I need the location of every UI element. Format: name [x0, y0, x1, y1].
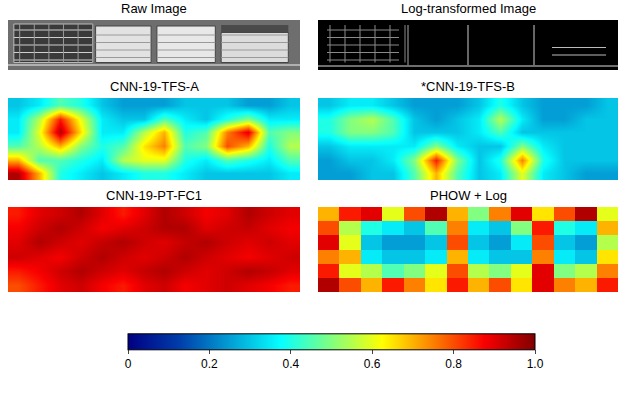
svg-text:0: 0 — [125, 357, 132, 371]
svg-text:0.8: 0.8 — [445, 357, 462, 371]
svg-text:CNN-19-TFS-A: CNN-19-TFS-A — [110, 79, 199, 94]
svg-text:CNN-19-PT-FC1: CNN-19-PT-FC1 — [106, 188, 202, 203]
svg-text:0.2: 0.2 — [201, 357, 218, 371]
svg-text:0.6: 0.6 — [364, 357, 381, 371]
svg-text:Log-transformed Image: Log-transformed Image — [401, 1, 536, 16]
svg-text:PHOW + Log: PHOW + Log — [430, 188, 507, 203]
svg-text:1.0: 1.0 — [527, 357, 544, 371]
svg-text:Raw Image: Raw Image — [121, 1, 187, 16]
svg-text:*CNN-19-TFS-B: *CNN-19-TFS-B — [421, 79, 515, 94]
svg-text:0.4: 0.4 — [282, 357, 299, 371]
